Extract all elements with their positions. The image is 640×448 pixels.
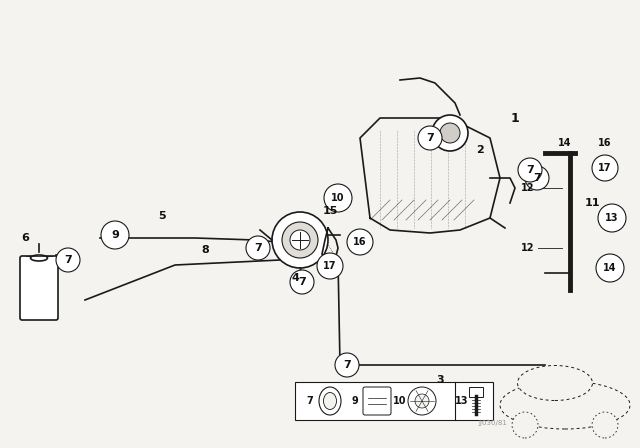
Text: 15: 15	[323, 206, 338, 216]
Ellipse shape	[319, 387, 341, 415]
Circle shape	[598, 204, 626, 232]
Circle shape	[101, 221, 129, 249]
Text: 7: 7	[533, 173, 541, 183]
Circle shape	[415, 394, 429, 408]
Text: 4: 4	[291, 273, 299, 283]
Text: 7: 7	[254, 243, 262, 253]
Text: 7: 7	[343, 360, 351, 370]
Text: 7: 7	[526, 165, 534, 175]
Circle shape	[408, 387, 436, 415]
Text: 7: 7	[307, 396, 314, 406]
Text: 12: 12	[521, 183, 535, 193]
Text: 11: 11	[584, 198, 600, 208]
Text: 14: 14	[604, 263, 617, 273]
Text: JJ030/81: JJ030/81	[479, 420, 508, 426]
Text: 12: 12	[521, 243, 535, 253]
Circle shape	[596, 254, 624, 282]
Text: 5: 5	[158, 211, 166, 221]
Text: 7: 7	[64, 255, 72, 265]
Ellipse shape	[323, 392, 337, 409]
Ellipse shape	[31, 255, 47, 261]
Text: 6: 6	[21, 233, 29, 243]
Text: 9: 9	[351, 396, 358, 406]
Circle shape	[290, 270, 314, 294]
Text: 7: 7	[426, 133, 434, 143]
Circle shape	[512, 412, 538, 438]
FancyBboxPatch shape	[295, 382, 493, 420]
Text: 9: 9	[111, 230, 119, 240]
Circle shape	[290, 230, 310, 250]
Circle shape	[56, 248, 80, 272]
Circle shape	[518, 158, 542, 182]
Circle shape	[317, 253, 343, 279]
FancyBboxPatch shape	[20, 256, 58, 320]
Text: 16: 16	[598, 138, 612, 148]
Text: 17: 17	[323, 261, 337, 271]
Text: 1: 1	[511, 112, 520, 125]
Text: 16: 16	[353, 237, 367, 247]
Circle shape	[525, 166, 549, 190]
Ellipse shape	[518, 366, 593, 401]
Circle shape	[418, 126, 442, 150]
Text: 3: 3	[436, 375, 444, 385]
Ellipse shape	[500, 381, 630, 429]
Text: 2: 2	[476, 145, 484, 155]
Circle shape	[246, 236, 270, 260]
Text: 8: 8	[201, 245, 209, 255]
Text: 10: 10	[332, 193, 345, 203]
Circle shape	[440, 123, 460, 143]
Circle shape	[592, 155, 618, 181]
Circle shape	[272, 212, 328, 268]
Circle shape	[282, 222, 318, 258]
Circle shape	[592, 412, 618, 438]
FancyBboxPatch shape	[469, 387, 483, 397]
Text: 13: 13	[605, 213, 619, 223]
Text: 10: 10	[393, 396, 407, 406]
Text: 14: 14	[558, 138, 572, 148]
Circle shape	[347, 229, 373, 255]
Circle shape	[324, 184, 352, 212]
Text: 13: 13	[455, 396, 468, 406]
Circle shape	[335, 353, 359, 377]
FancyBboxPatch shape	[363, 387, 391, 415]
Circle shape	[432, 115, 468, 151]
Text: 7: 7	[298, 277, 306, 287]
Text: 17: 17	[598, 163, 612, 173]
